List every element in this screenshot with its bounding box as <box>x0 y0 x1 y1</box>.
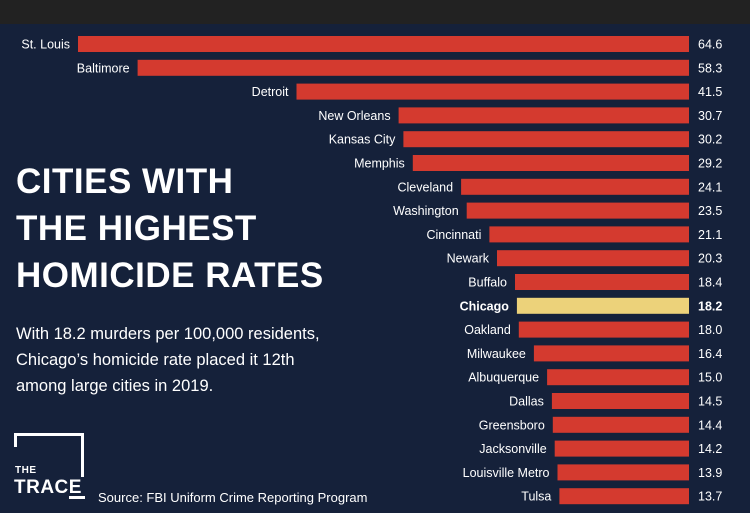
city-label-tulsa: Tulsa <box>521 490 551 504</box>
city-label-chicago: Chicago <box>460 299 510 313</box>
value-label-tulsa: 13.7 <box>698 490 722 504</box>
bar-baltimore <box>137 59 690 76</box>
bar-cleveland <box>461 178 689 195</box>
city-label-milwaukee: Milwaukee <box>467 347 526 361</box>
city-label-baltimore: Baltimore <box>77 61 130 75</box>
bar-albuquerque <box>547 369 689 386</box>
logo-bracket-tick <box>14 433 17 447</box>
subtext: With 18.2 murders per 100,000 residents,… <box>16 321 366 399</box>
value-label-albuquerque: 15.0 <box>698 371 722 385</box>
bar-dallas <box>551 393 689 409</box>
bar-new-orleans <box>398 107 689 124</box>
bar-chicago <box>516 297 689 314</box>
city-label-washington: Washington <box>393 204 459 218</box>
city-label-buffalo: Buffalo <box>468 276 507 290</box>
subtext-line-1: With 18.2 murders per 100,000 residents, <box>16 325 320 343</box>
top-bar <box>0 0 750 24</box>
logo-trace: TRACE <box>14 477 82 498</box>
value-label-washington: 23.5 <box>698 204 722 218</box>
city-label-newark: Newark <box>447 252 490 266</box>
bar-louisville-metro <box>557 464 689 481</box>
value-label-cincinnati: 21.1 <box>698 228 722 242</box>
city-label-memphis: Memphis <box>354 157 405 171</box>
bar-washington <box>466 202 689 219</box>
value-label-memphis: 29.2 <box>698 157 722 171</box>
city-label-st-louis: St. Louis <box>21 38 70 52</box>
the-trace-logo: THE TRACE <box>14 433 86 503</box>
value-label-st-louis: 64.6 <box>698 38 722 52</box>
city-label-cincinnati: Cincinnati <box>427 228 482 242</box>
bar-jacksonville <box>554 440 689 457</box>
value-label-newark: 20.3 <box>698 252 722 266</box>
value-label-chicago: 18.2 <box>698 299 722 313</box>
city-label-greensboro: Greensboro <box>479 418 545 432</box>
headline-line-1: CITIES WITH <box>16 162 234 201</box>
value-label-jacksonville: 14.2 <box>698 442 722 456</box>
city-label-detroit: Detroit <box>252 85 289 99</box>
headline: CITIES WITH THE HIGHEST HOMICIDE RATES <box>16 158 336 299</box>
value-label-buffalo: 18.4 <box>698 276 722 290</box>
value-label-kansas-city: 30.2 <box>698 133 722 147</box>
value-label-new-orleans: 30.7 <box>698 109 722 123</box>
bar-st-louis <box>78 36 689 52</box>
city-label-kansas-city: Kansas City <box>329 133 396 147</box>
bar-detroit <box>296 83 689 100</box>
source-note: Source: FBI Uniform Crime Reporting Prog… <box>98 490 368 505</box>
value-label-louisville-metro: 13.9 <box>698 466 722 480</box>
value-label-dallas: 14.5 <box>698 395 722 409</box>
city-label-oakland: Oakland <box>464 323 511 337</box>
value-label-detroit: 41.5 <box>698 85 722 99</box>
logo-the: THE <box>15 465 37 476</box>
city-label-new-orleans: New Orleans <box>318 109 390 123</box>
value-label-greensboro: 14.4 <box>698 418 722 432</box>
value-label-baltimore: 58.3 <box>698 61 722 75</box>
city-label-albuquerque: Albuquerque <box>468 371 539 385</box>
city-label-cleveland: Cleveland <box>398 180 454 194</box>
headline-line-3: HOMICIDE RATES <box>16 256 324 295</box>
city-label-jacksonville: Jacksonville <box>479 442 546 456</box>
bar-oakland <box>518 321 689 338</box>
bar-buffalo <box>515 274 689 290</box>
subtext-line-3: among large cities in 2019. <box>16 377 214 395</box>
bar-newark <box>497 250 689 267</box>
bar-kansas-city <box>403 131 689 148</box>
value-label-cleveland: 24.1 <box>698 180 722 194</box>
city-label-louisville-metro: Louisville Metro <box>463 466 550 480</box>
value-label-oakland: 18.0 <box>698 323 722 337</box>
bar-greensboro <box>552 416 689 433</box>
logo-underline <box>69 496 85 499</box>
logo-bracket <box>14 433 84 477</box>
subtext-line-2: Chicago’s homicide rate placed it 12th <box>16 351 295 369</box>
bar-cincinnati <box>489 226 689 243</box>
city-label-dallas: Dallas <box>509 395 544 409</box>
bar-milwaukee <box>533 345 689 362</box>
bar-tulsa <box>559 488 689 505</box>
headline-line-2: THE HIGHEST <box>16 209 257 248</box>
bar-memphis <box>412 155 689 171</box>
value-label-milwaukee: 16.4 <box>698 347 722 361</box>
